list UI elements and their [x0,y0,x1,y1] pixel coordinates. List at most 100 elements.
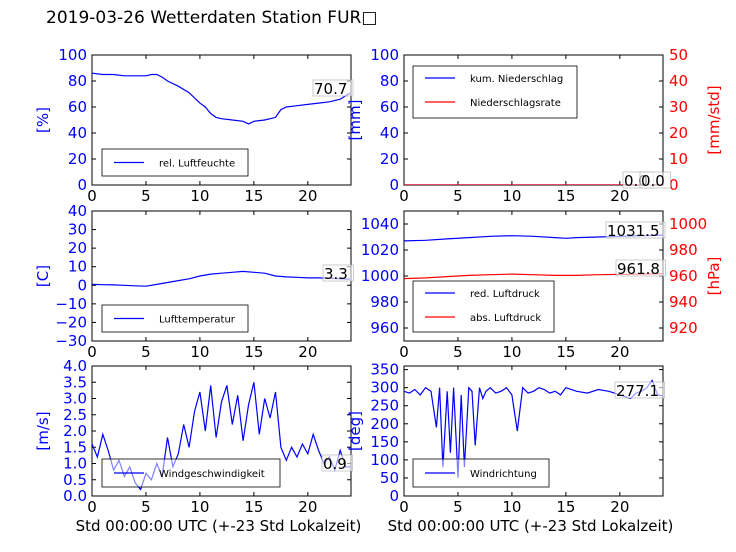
windspeed-ytick-label: 3.5 [63,373,87,391]
precip-ytick-label: 0 [389,176,399,194]
temperature-ylabel: [C] [34,265,52,287]
humidity-xtick-label: 5 [141,187,151,205]
temperature-xtick-label: 15 [244,343,263,361]
precip-xtick-label: 0 [399,187,409,205]
windspeed-annotation-box [321,454,353,472]
winddir-ytick-label: 250 [370,397,399,415]
pressure-annotation-label: 1031.5 [607,222,660,240]
temperature-panel: 0 5 10 15 20−30−20−10010203040[C]Lufttempera… [34,202,354,361]
temperature-ytick-label: 30 [68,221,87,239]
pressure-ytick-label: 1040 [361,215,399,233]
windspeed-ylabel: [m/s] [34,411,52,450]
temperature-ytick-label: −20 [55,313,87,331]
pressure-ytick2-label: 920 [669,319,698,337]
precip-ytick-label: 20 [380,150,399,168]
precip-xtick-label: 20 [610,187,629,205]
humidity-annotation-box [312,79,354,97]
precip-legend-box [412,65,578,119]
precip-ytick-label: 80 [380,72,399,90]
precip-legend-label: kum. Niederschlag [470,74,563,85]
humidity-ytick-label: 80 [68,72,87,90]
windspeed-ytick-label: 2.5 [63,406,87,424]
windspeed-ytick-label: 3.0 [63,390,87,408]
temperature-xtick-label: 20 [298,343,317,361]
pressure-xtick-label: 20 [610,343,629,361]
humidity-xtick-label: 0 [87,187,97,205]
winddir-ytick-label: 150 [370,433,399,451]
humidity-ytick-label: 60 [68,98,87,116]
temperature-annotation-label: 3.3 [324,265,348,283]
temperature-ytick-label: −10 [55,295,87,313]
pressure-xtick-label: 15 [556,343,575,361]
pressure-ytick-label: 1020 [361,241,399,259]
pressure-legend-box [412,280,555,333]
precip-ytick2-label: 20 [669,124,688,142]
precip-ytick-label: 100 [370,46,399,64]
winddir-xtick-label: 15 [556,498,575,516]
winddir-ytick-label: 100 [370,451,399,469]
pressure-ytick2-label: 960 [669,267,698,285]
winddir-xtick-label: 20 [610,498,629,516]
temperature-legend-label: Lufttemperatur [159,315,236,326]
windspeed-ytick-label: 4.0 [63,357,87,375]
precip-ytick-label: 60 [380,98,399,116]
pressure-ytick2-label: 980 [669,241,698,259]
temperature-xtick-label: 0 [87,343,97,361]
windspeed-xtick-label: 0 [87,498,97,516]
humidity-xtick-label: 15 [244,187,263,205]
winddir-annotation-box [614,381,665,399]
page-title: 2019-03-26 Wetterdaten Station FUR□ [46,8,378,28]
winddir-xtick-label: 0 [399,498,409,516]
precip-annotation-box [639,171,671,189]
winddir-ytick-label: 300 [370,379,399,397]
windspeed-panel: 0 5 10 15 20 0.00.51.01.52.02.53.03.54.0 [m/s]… [34,357,361,535]
humidity-series-0-line [92,72,351,125]
pressure-legend-label: abs. Luftdruck [470,313,541,324]
windspeed-ytick-label: 1.0 [63,455,87,473]
precip-xtick-label: 10 [502,187,521,205]
precip-ytick2-label: 50 [669,46,688,64]
humidity-xtick-label: 10 [190,187,209,205]
windspeed-ytick-label: 0.5 [63,471,87,489]
precip-ytick2-label: 0 [669,176,679,194]
precip-ytick-label: 40 [380,124,399,142]
humidity-legend-label: rel. Luftfeuchte [159,159,235,170]
temperature-xtick-label: 5 [141,343,151,361]
pressure-annotation-label: 961.8 [617,260,660,278]
humidity-xtick-label: 20 [298,187,317,205]
pressure-ytick-label: 960 [370,319,399,337]
winddir-ytick-label: 50 [380,469,399,487]
pressure-legend-label: red. Luftdruck [470,289,540,300]
temperature-annotation-box [322,264,354,282]
humidity-ytick-label: 100 [58,46,87,64]
winddir-ytick-label: 200 [370,415,399,433]
humidity-ytick-label: 40 [68,124,87,142]
humidity-annotation-label: 70.7 [314,80,347,98]
windspeed-xlabel: Std 00:00:00 UTC (+-23 Std Lokalzeit) [76,517,362,535]
pressure-xtick-label: 10 [502,343,521,361]
winddir-ytick-label: 0 [389,487,399,505]
pressure-annotation-box [605,221,666,239]
precip-ytick2-label: 30 [669,98,688,116]
temperature-ytick-label: 10 [68,258,87,276]
winddir-xtick-label: 10 [502,498,521,516]
winddir-ytick-label: 350 [370,361,399,379]
temperature-ytick-label: −30 [55,332,87,350]
windspeed-annotation-label: 0.9 [323,455,347,473]
precip-ylabel: [mm] [346,100,364,141]
precip-ytick2-label: 40 [669,72,688,90]
winddir-xlabel: Std 00:00:00 UTC (+-23 Std Lokalzeit) [388,517,674,535]
humidity-panel: 0 5 10 15 20 0 20 40 60 80 100 [%] rel. Luftfeuchte 7… [34,46,354,205]
windspeed-xtick-label: 10 [190,498,209,516]
precip-annotation-label: 0.0 [641,172,665,190]
windspeed-xtick-label: 15 [244,498,263,516]
winddir-ylabel: [deg] [346,411,364,451]
windspeed-xtick-label: 5 [141,498,151,516]
humidity-ytick-label: 0 [77,176,87,194]
precip-ylabel2: [mm/std] [705,85,723,154]
temperature-xtick-label: 10 [190,343,209,361]
pressure-xtick-label: 0 [399,343,409,361]
pressure-xtick-label: 5 [453,343,463,361]
pressure-ytick-label: 1000 [361,267,399,285]
